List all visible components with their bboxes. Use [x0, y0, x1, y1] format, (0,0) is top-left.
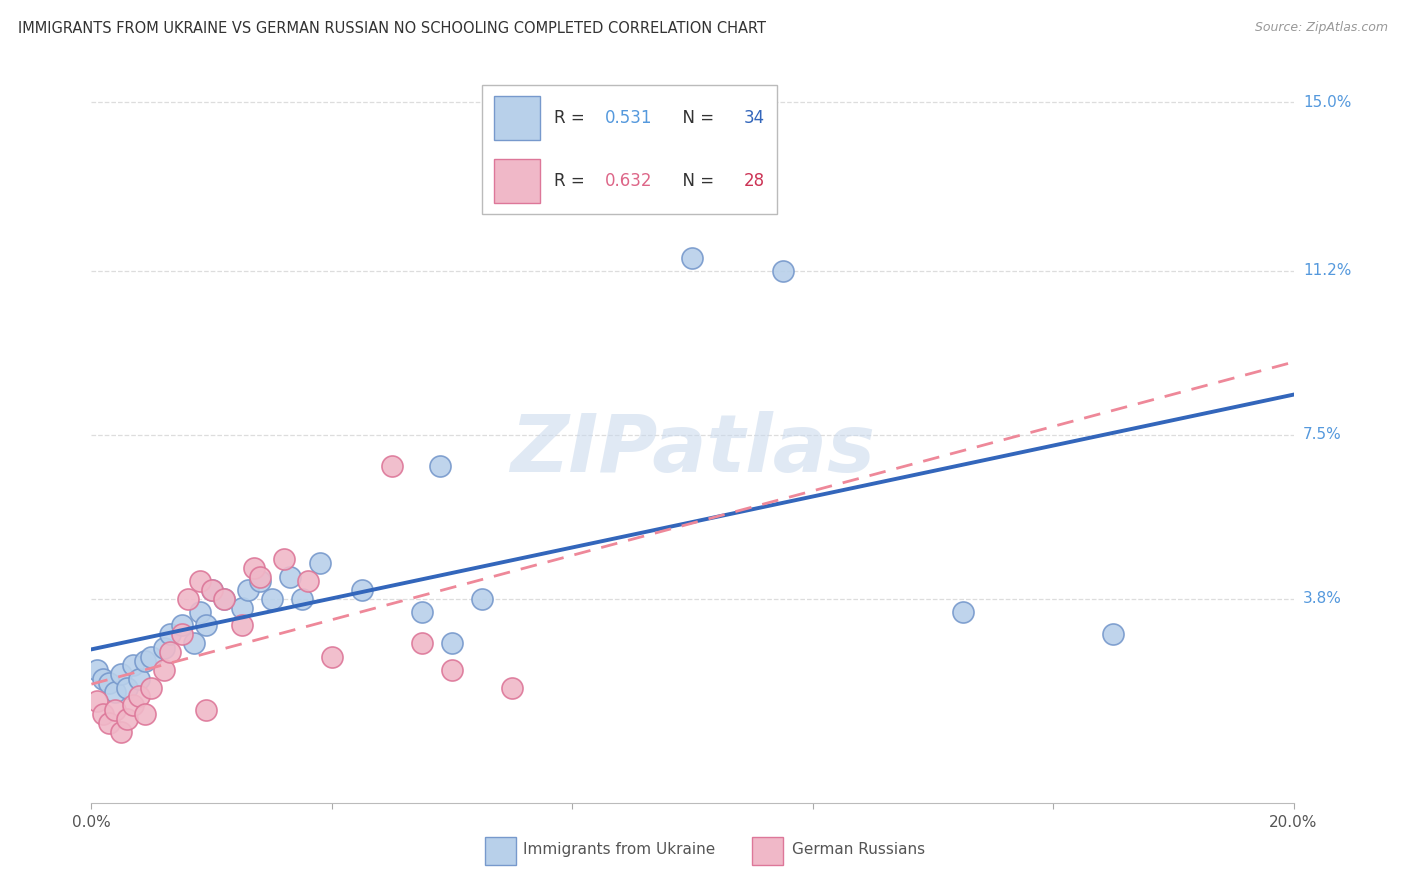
Text: Immigrants from Ukraine: Immigrants from Ukraine [523, 842, 716, 856]
Point [152, 663, 174, 677]
Point [110, 724, 132, 739]
Point [117, 681, 139, 695]
Point [440, 663, 463, 677]
Point [122, 698, 145, 713]
Text: N =: N = [672, 172, 720, 190]
Point [278, 570, 301, 584]
Point [104, 685, 127, 699]
Point [212, 591, 235, 606]
Point [134, 654, 156, 668]
Point [236, 582, 259, 597]
Text: R =: R = [554, 110, 591, 128]
Point [194, 703, 217, 717]
Text: ZIPatlas: ZIPatlas [510, 410, 875, 489]
Text: 28: 28 [744, 172, 765, 190]
Text: German Russians: German Russians [792, 842, 925, 856]
Text: Source: ZipAtlas.com: Source: ZipAtlas.com [1254, 21, 1388, 35]
Point [411, 636, 433, 650]
Point [411, 605, 433, 619]
Text: R =: R = [554, 172, 591, 190]
Point [249, 570, 271, 584]
Point [952, 605, 974, 619]
Point [110, 667, 132, 681]
Text: 11.2%: 11.2% [1303, 263, 1351, 278]
Point [249, 574, 271, 589]
Point [98, 716, 121, 731]
Point [321, 649, 343, 664]
Text: IMMIGRANTS FROM UKRAINE VS GERMAN RUSSIAN NO SCHOOLING COMPLETED CORRELATION CHA: IMMIGRANTS FROM UKRAINE VS GERMAN RUSSIA… [18, 21, 766, 37]
Point [194, 618, 217, 632]
Text: 7.5%: 7.5% [1303, 427, 1341, 442]
Point [501, 681, 523, 695]
Point [170, 618, 193, 632]
Point [141, 649, 163, 664]
Point [350, 582, 373, 597]
Point [681, 251, 703, 265]
Point [117, 712, 139, 726]
FancyBboxPatch shape [482, 86, 776, 214]
Point [93, 672, 115, 686]
Text: 3.8%: 3.8% [1303, 591, 1343, 607]
Text: 15.0%: 15.0% [1303, 95, 1351, 110]
Point [159, 627, 181, 641]
Point [260, 591, 283, 606]
Point [212, 591, 235, 606]
Point [128, 672, 150, 686]
Point [93, 707, 115, 722]
Point [159, 645, 181, 659]
Point [440, 636, 463, 650]
Point [297, 574, 319, 589]
Point [381, 458, 404, 473]
Point [1102, 627, 1125, 641]
Point [86, 663, 108, 677]
Point [104, 703, 127, 717]
Point [201, 582, 224, 597]
Point [141, 681, 163, 695]
FancyBboxPatch shape [494, 96, 540, 141]
Point [170, 627, 193, 641]
Text: 34: 34 [744, 110, 765, 128]
Point [273, 552, 295, 566]
Point [429, 458, 451, 473]
Point [201, 582, 224, 597]
Point [291, 591, 314, 606]
Point [308, 557, 330, 571]
Text: 0.531: 0.531 [605, 110, 652, 128]
Text: N =: N = [672, 110, 720, 128]
Point [188, 574, 211, 589]
Point [122, 658, 145, 673]
Point [152, 640, 174, 655]
Point [242, 561, 264, 575]
Point [188, 605, 211, 619]
Text: 0.632: 0.632 [605, 172, 652, 190]
Point [134, 707, 156, 722]
Point [231, 600, 253, 615]
Point [231, 618, 253, 632]
Point [98, 676, 121, 690]
Point [176, 591, 198, 606]
Point [86, 694, 108, 708]
Point [471, 591, 494, 606]
Point [772, 264, 794, 278]
FancyBboxPatch shape [494, 159, 540, 203]
Point [183, 636, 205, 650]
Point [128, 690, 150, 704]
